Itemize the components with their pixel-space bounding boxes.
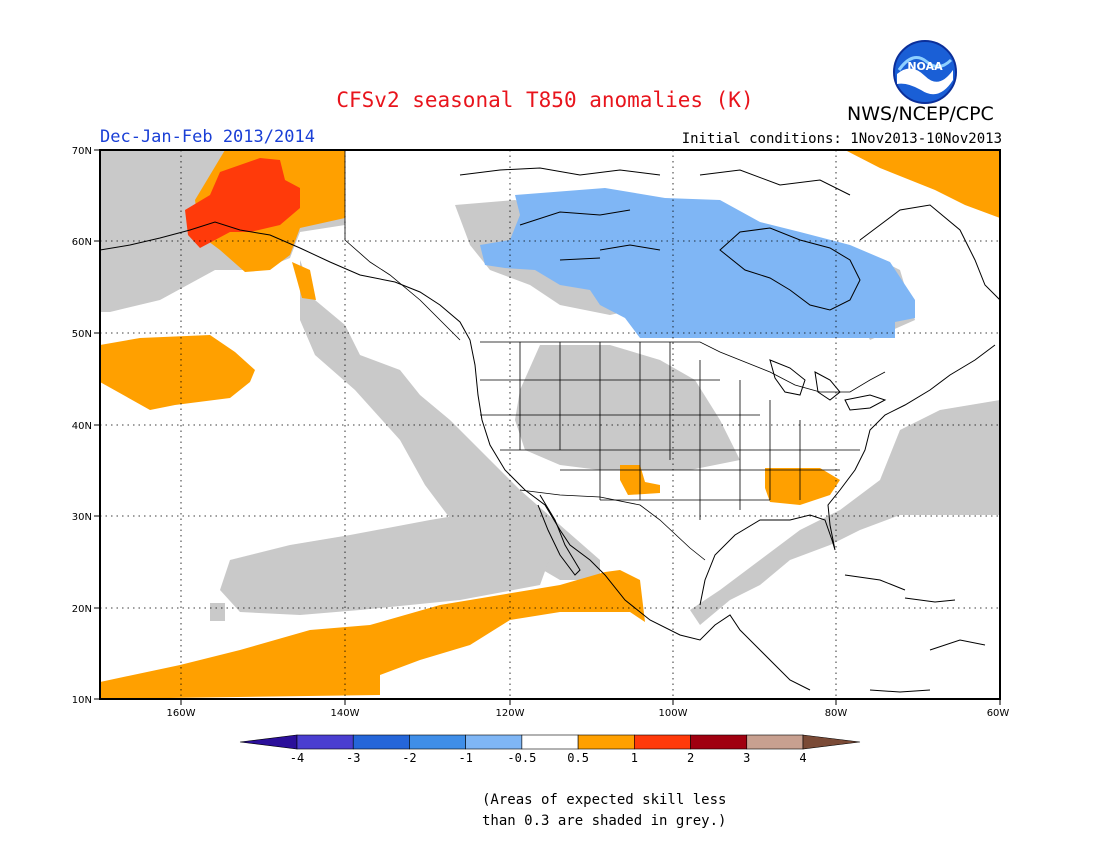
- lon-label: 100W: [659, 708, 688, 719]
- organization-label: NWS/NCEP/CPC: [847, 103, 994, 125]
- colorbar-segment: [296, 734, 354, 750]
- lat-label: 50N: [72, 329, 92, 340]
- strong-warm-anomaly-region: [185, 158, 300, 248]
- political-borders: [344, 150, 886, 561]
- colorbar-label: -4: [290, 751, 304, 765]
- lon-label: 140W: [331, 708, 360, 719]
- lat-label: 30N: [72, 512, 92, 523]
- colorbar-label: 4: [799, 751, 806, 765]
- map-title: CFSv2 seasonal T850 anomalies (K): [336, 88, 754, 112]
- lon-label: 120W: [496, 708, 525, 719]
- colorbar-segment: [239, 734, 298, 750]
- colorbar-segment: [352, 734, 410, 750]
- colorbar-label: 1: [631, 751, 638, 765]
- initial-conditions-label: Initial conditions: 1Nov2013-10Nov2013: [681, 131, 1002, 147]
- lat-label: 40N: [72, 421, 92, 432]
- colorbar-label: 2: [687, 751, 694, 765]
- longitude-labels: 160W 140W 120W 100W 80W 60W: [167, 708, 1010, 719]
- logo-text: NOAA: [907, 60, 943, 73]
- colorbar-segment: [521, 734, 579, 750]
- colorbar-label: 0.5: [567, 751, 589, 765]
- colorbar-label: -3: [346, 751, 360, 765]
- lon-label: 160W: [167, 708, 196, 719]
- lon-label: 80W: [825, 708, 848, 719]
- colorbar-segment: [409, 734, 466, 750]
- lon-label: 60W: [987, 708, 1010, 719]
- map-panel: [100, 150, 1000, 699]
- colorbar-segment: [746, 734, 804, 750]
- graticule: [100, 150, 1000, 699]
- skill-note-line-1: (Areas of expected skill less: [482, 792, 727, 808]
- noaa-logo-icon: NOAA: [893, 40, 957, 104]
- cold-anomaly-region: [480, 188, 915, 338]
- lat-label: 10N: [72, 695, 92, 706]
- colorbar-segment: [634, 734, 691, 750]
- colorbar-label: 3: [743, 751, 750, 765]
- axis-ticks: [94, 149, 1001, 705]
- colorbar-segment: [802, 734, 861, 750]
- colorbar-segment: [690, 734, 748, 750]
- colorbar: -4 -3 -2 -1 -0.5 0.5 1 2 3 4: [239, 734, 861, 765]
- colorbar-label: -0.5: [507, 751, 536, 765]
- colorbar-label: -2: [402, 751, 416, 765]
- lat-label: 60N: [72, 237, 92, 248]
- colorbar-segment: [465, 734, 523, 750]
- colorbar-segment: [577, 734, 635, 750]
- latitude-labels: 70N 60N 50N 40N 30N 20N 10N: [72, 146, 92, 706]
- lat-label: 70N: [72, 146, 92, 157]
- season-label: Dec-Jan-Feb 2013/2014: [100, 127, 315, 147]
- lat-label: 20N: [72, 604, 92, 615]
- colorbar-label: -1: [458, 751, 472, 765]
- skill-note-line-2: than 0.3 are shaded in grey.): [482, 813, 727, 829]
- coastlines: [100, 167, 1000, 693]
- skill-note: (Areas of expected skill less than 0.3 a…: [482, 790, 726, 832]
